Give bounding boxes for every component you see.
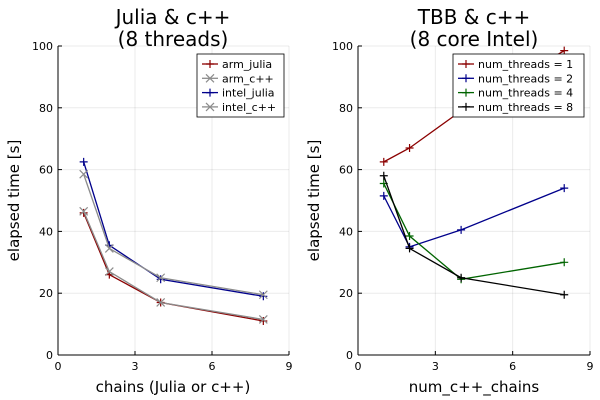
data-point (560, 258, 569, 267)
data-point (259, 317, 268, 326)
data-point (560, 184, 569, 193)
data-point (79, 169, 89, 179)
legend-box (452, 53, 585, 118)
data-point (205, 73, 215, 83)
x-tick-label: 9 (286, 360, 293, 373)
chart-panel-2: TBB & c++(8 core Intel) 0 3 6 9 0 20 40 60 80 100 n… (305, 5, 594, 397)
x-tick-label: 3 (132, 360, 139, 373)
x-tick-label: 6 (509, 360, 516, 373)
series-2 (379, 184, 569, 251)
data-point (104, 267, 114, 276)
data-point (457, 273, 466, 282)
data-point (156, 298, 166, 307)
data-point (156, 273, 166, 283)
x-tick-label: 0 (355, 360, 362, 373)
series-line (83, 161, 264, 297)
y-tick-label: 100 (332, 40, 353, 53)
data-point (462, 60, 470, 68)
legend-entry: num_threads = 8 (478, 101, 573, 114)
data-point (457, 225, 466, 234)
data-point (258, 290, 268, 300)
data-point (206, 60, 214, 68)
legend-entry: intel_julia (222, 87, 275, 100)
data-point (379, 191, 388, 200)
y-tick-label: 60 (339, 164, 353, 177)
x-tick-label: 0 (55, 360, 62, 373)
y-axis-label: elapsed time [s] (305, 140, 323, 262)
data-point (405, 143, 414, 152)
series-2 (79, 206, 268, 324)
series-line (383, 183, 565, 280)
y-axis-label: elapsed time [s] (5, 140, 23, 262)
data-point (462, 102, 470, 111)
chart-title-line: Julia & c++ (114, 5, 231, 29)
data-point (405, 244, 414, 253)
data-point (104, 243, 114, 253)
series-3 (79, 157, 268, 301)
legend-entry: num_threads = 4 (478, 87, 573, 100)
data-point (259, 292, 268, 301)
series-line (83, 211, 264, 321)
series-4 (379, 171, 569, 299)
y-tick-label: 20 (339, 287, 353, 300)
data-point (405, 232, 414, 241)
data-point (206, 88, 214, 97)
legend-entry: num_threads = 2 (478, 72, 573, 85)
y-tick-label: 0 (46, 349, 53, 362)
x-axis-label: num_c++_chains (409, 378, 540, 397)
x-tick-label: 6 (209, 360, 216, 373)
data-point (560, 290, 569, 299)
x-tick-label: 3 (432, 360, 439, 373)
data-point (79, 157, 88, 166)
chart-title-line: TBB & c++ (417, 5, 530, 29)
x-tick-label: 9 (587, 360, 594, 373)
chart-title-line: (8 core Intel) (410, 27, 539, 51)
data-point (379, 171, 388, 180)
y-tick-label: 40 (39, 225, 53, 238)
y-tick-label: 40 (339, 225, 353, 238)
legend-entry: intel_c++ (222, 101, 276, 114)
data-point (156, 275, 165, 284)
data-point (379, 157, 388, 166)
data-point (205, 102, 215, 112)
y-tick-label: 60 (39, 164, 53, 177)
chart-title-line: (8 threads) (118, 27, 229, 51)
y-tick-label: 80 (339, 102, 353, 115)
data-point (462, 74, 470, 83)
data-point (560, 46, 569, 55)
y-tick-label: 80 (39, 102, 53, 115)
series-line (83, 212, 264, 322)
chart-panel-1: Julia & c++(8 threads) 0 3 6 9 0 20 40 60 80 100 ch… (5, 5, 293, 396)
series-4 (79, 169, 268, 300)
data-point (462, 88, 470, 97)
legend-entry: arm_julia (222, 58, 272, 71)
series-line (383, 187, 565, 248)
y-tick-label: 20 (39, 287, 53, 300)
series-line (383, 175, 565, 296)
legend-entry: num_threads = 1 (478, 58, 573, 71)
data-point (79, 206, 89, 216)
x-axis-label: chains (Julia or c++) (96, 378, 251, 396)
y-tick-label: 100 (32, 40, 53, 53)
data-point (258, 315, 268, 324)
y-tick-label: 0 (346, 349, 353, 362)
legend-entry: arm_c++ (222, 72, 274, 85)
series-line (83, 174, 264, 296)
